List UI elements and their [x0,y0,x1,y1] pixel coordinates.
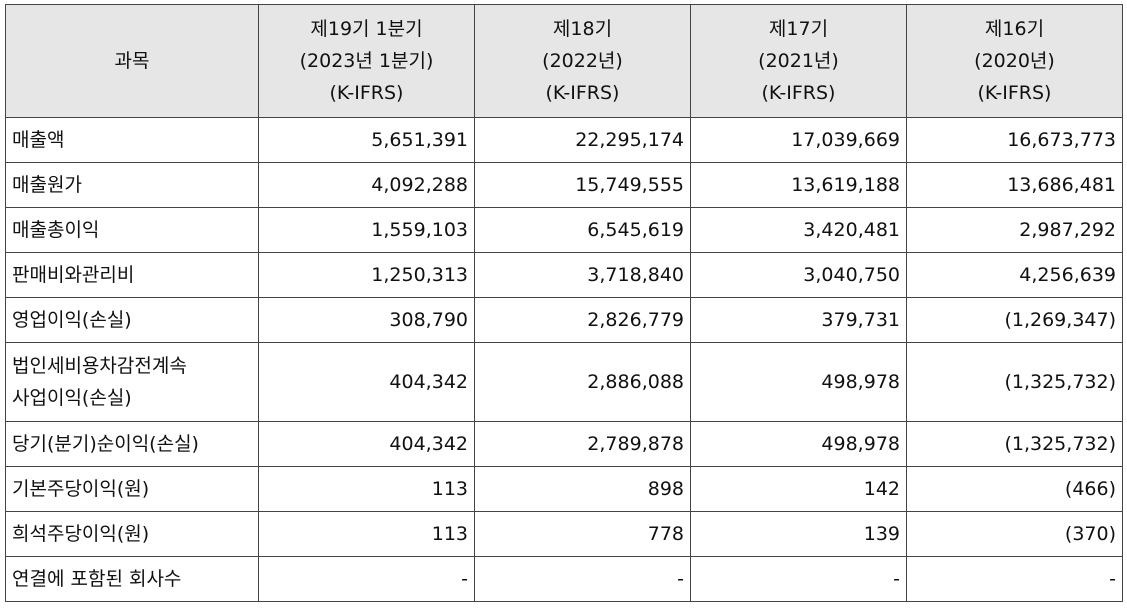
period-header: 제18기 (2022년) (K-IFRS) [474,4,691,118]
value-cell: 17,039,669 [690,117,907,163]
value-cell: 3,420,481 [690,207,907,253]
value-cell: (1,269,347) [906,297,1123,343]
table-row: 매출액 5,651,391 22,295,174 17,039,669 16,6… [5,117,1123,163]
row-label: 희석주당이익(원) [5,511,259,557]
value-cell: 1,559,103 [258,207,475,253]
table-row: 영업이익(손실) 308,790 2,826,779 379,731 (1,26… [5,297,1123,343]
value-cell: - [906,556,1123,602]
period-header: 제19기 1분기 (2023년 1분기) (K-IFRS) [258,4,475,118]
value-cell: 6,545,619 [474,207,691,253]
value-cell: 22,295,174 [474,117,691,163]
table-row: 매출총이익 1,559,103 6,545,619 3,420,481 2,98… [5,207,1123,253]
value-cell: - [474,556,691,602]
value-cell: (1,325,732) [906,342,1123,422]
table-row: 판매비와관리비 1,250,313 3,718,840 3,040,750 4,… [5,252,1123,298]
table-row: 기본주당이익(원) 113 898 142 (466) [5,466,1123,512]
period-header: 제16기 (2020년) (K-IFRS) [906,4,1123,118]
row-label: 기본주당이익(원) [5,466,259,512]
subject-header: 과목 [5,4,259,118]
value-cell: 3,040,750 [690,252,907,298]
value-cell: 498,978 [690,342,907,422]
row-label-line: 사업이익(손실) [12,387,132,409]
period-year: (2023년 1분기) [299,50,434,72]
period-year: (2022년) [542,50,623,72]
table-row: 연결에 포함된 회사수 - - - - [5,556,1123,602]
table-row: 희석주당이익(원) 113 778 139 (370) [5,511,1123,557]
row-label-line: 법인세비용차감전계속 [12,355,187,377]
period-title: 제18기 [552,18,613,40]
period-title: 제19기 1분기 [310,18,423,40]
value-cell: 404,342 [258,342,475,422]
value-cell: 3,718,840 [474,252,691,298]
period-header: 제17기 (2021년) (K-IFRS) [690,4,907,118]
period-year: (2020년) [974,50,1055,72]
value-cell: 308,790 [258,297,475,343]
row-label: 판매비와관리비 [5,252,259,298]
period-title: 제17기 [768,18,829,40]
value-cell: 2,826,779 [474,297,691,343]
value-cell: 2,987,292 [906,207,1123,253]
value-cell: 404,342 [258,421,475,467]
value-cell: - [690,556,907,602]
row-label: 영업이익(손실) [5,297,259,343]
row-label: 매출액 [5,117,259,163]
value-cell: 1,250,313 [258,252,475,298]
value-cell: (466) [906,466,1123,512]
value-cell: 13,686,481 [906,162,1123,208]
value-cell: 498,978 [690,421,907,467]
value-cell: 898 [474,466,691,512]
row-label: 법인세비용차감전계속 사업이익(손실) [5,342,259,422]
value-cell: 142 [690,466,907,512]
table-row: 당기(분기)순이익(손실) 404,342 2,789,878 498,978 … [5,421,1123,467]
table-row: 법인세비용차감전계속 사업이익(손실) 404,342 2,886,088 49… [5,342,1123,422]
row-label: 당기(분기)순이익(손실) [5,421,259,467]
period-standard: (K-IFRS) [977,82,1052,104]
row-label: 연결에 포함된 회사수 [5,556,259,602]
period-title: 제16기 [984,18,1045,40]
header-row: 과목 제19기 1분기 (2023년 1분기) (K-IFRS) 제18기 (2… [5,4,1123,118]
row-label: 매출총이익 [5,207,259,253]
value-cell: 113 [258,511,475,557]
value-cell: 13,619,188 [690,162,907,208]
period-standard: (K-IFRS) [545,82,620,104]
value-cell: 2,886,088 [474,342,691,422]
row-label: 매출원가 [5,162,259,208]
period-standard: (K-IFRS) [761,82,836,104]
value-cell: 778 [474,511,691,557]
value-cell: 4,092,288 [258,162,475,208]
value-cell: 379,731 [690,297,907,343]
value-cell: 15,749,555 [474,162,691,208]
period-year: (2021년) [758,50,839,72]
financial-summary-table: 과목 제19기 1분기 (2023년 1분기) (K-IFRS) 제18기 (2… [5,4,1123,602]
value-cell: 16,673,773 [906,117,1123,163]
value-cell: 5,651,391 [258,117,475,163]
value-cell: 139 [690,511,907,557]
period-standard: (K-IFRS) [329,82,404,104]
value-cell: 2,789,878 [474,421,691,467]
table-row: 매출원가 4,092,288 15,749,555 13,619,188 13,… [5,162,1123,208]
value-cell: 113 [258,466,475,512]
value-cell: (370) [906,511,1123,557]
value-cell: (1,325,732) [906,421,1123,467]
value-cell: 4,256,639 [906,252,1123,298]
value-cell: - [258,556,475,602]
